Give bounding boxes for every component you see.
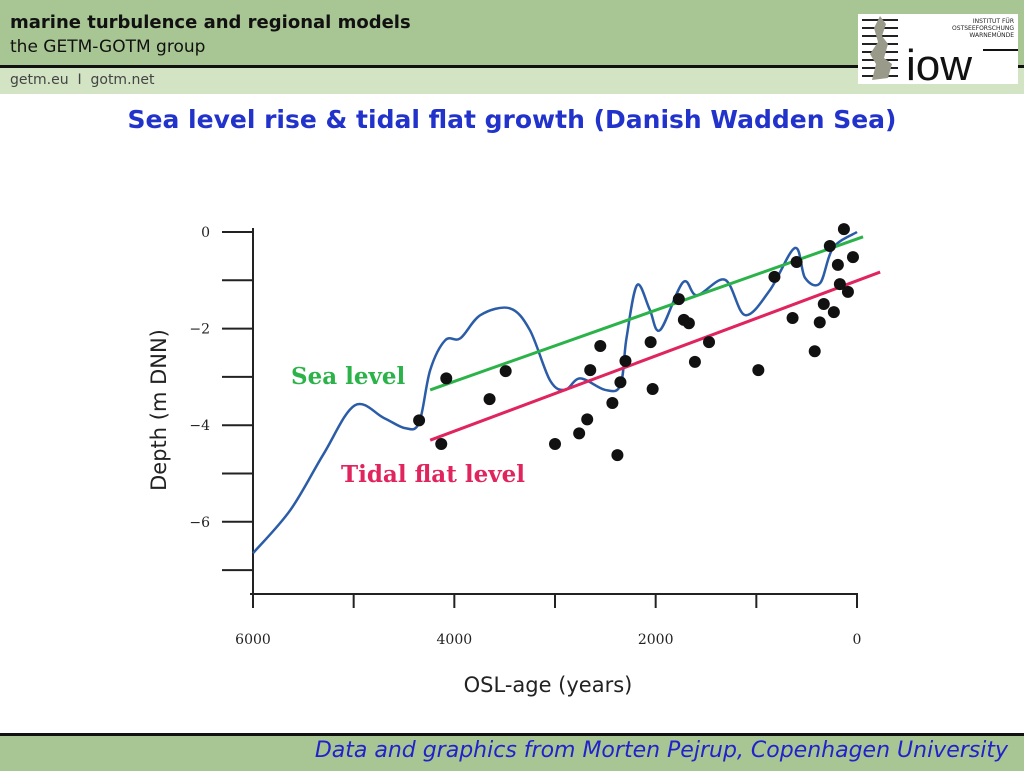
tidal-flat-trend-line (429, 270, 881, 442)
svg-text:iow: iow (906, 41, 972, 84)
data-point (846, 251, 859, 264)
header-divider (0, 65, 1024, 68)
x-tick-label: 4000 (437, 632, 473, 648)
data-point (672, 293, 685, 306)
data-point (841, 285, 854, 298)
y-tick-label: −2 (189, 322, 210, 338)
data-point (413, 414, 426, 427)
header-subtitle: the GETM-GOTM group (10, 37, 206, 57)
data-point (614, 376, 627, 389)
y-tick-label: 0 (201, 225, 210, 241)
data-point (703, 336, 716, 349)
data-point (817, 297, 830, 310)
data-point (594, 339, 607, 352)
data-point (790, 255, 803, 268)
x-tick-label: 2000 (638, 632, 674, 648)
data-point (837, 223, 850, 236)
data-point (435, 438, 448, 451)
y-tick-label: −6 (189, 515, 210, 531)
iow-logo: INSTITUT FÜR OSTSEEFORSCHUNG WARNEMÜNDE … (858, 14, 1018, 84)
data-point (827, 306, 840, 319)
data-point (808, 345, 821, 358)
x-tick-label: 6000 (235, 632, 271, 648)
logo-text: INSTITUT FÜR (973, 18, 1014, 25)
data-point (752, 364, 765, 377)
data-point (606, 396, 619, 409)
data-point (573, 427, 586, 440)
data-point (786, 311, 799, 324)
data-point (499, 365, 512, 378)
data-point (483, 393, 496, 406)
data-point (823, 240, 836, 253)
data-point (833, 278, 846, 291)
header-bar (0, 0, 1024, 66)
x-tick-label: 0 (853, 632, 862, 648)
sea-level-label: Sea level (291, 363, 406, 390)
header-links[interactable]: getm.eu I gotm.net (10, 72, 155, 88)
data-point (768, 270, 781, 283)
data-point (644, 336, 657, 349)
links-bar (0, 68, 1024, 94)
tidal-flat-label: Tidal flat level (341, 461, 525, 488)
header-title: marine turbulence and regional models (10, 12, 411, 33)
footer-bar: Data and graphics from Morten Pejrup, Co… (0, 733, 1024, 771)
x-axis-label: OSL-age (years) (464, 673, 633, 697)
slide-title: Sea level rise & tidal flat growth (Dani… (127, 105, 897, 134)
data-point (581, 413, 594, 426)
svg-text:OSTSEEFORSCHUNG: OSTSEEFORSCHUNG (952, 25, 1014, 32)
data-point (549, 438, 561, 451)
y-axis-label: Depth (m DNN) (147, 329, 171, 491)
svg-text:WARNEMÜNDE: WARNEMÜNDE (969, 32, 1014, 39)
data-point (682, 317, 695, 330)
data-point (611, 449, 624, 462)
sea-level-curve (252, 230, 858, 555)
y-tick-label: −4 (189, 418, 210, 434)
footer-credit: Data and graphics from Morten Pejrup, Co… (314, 738, 1008, 763)
data-point (619, 354, 632, 367)
data-point (688, 355, 701, 368)
data-point (831, 258, 844, 271)
data-point (584, 364, 597, 377)
data-point (813, 316, 826, 329)
data-point (646, 382, 659, 395)
data-point (440, 372, 453, 385)
